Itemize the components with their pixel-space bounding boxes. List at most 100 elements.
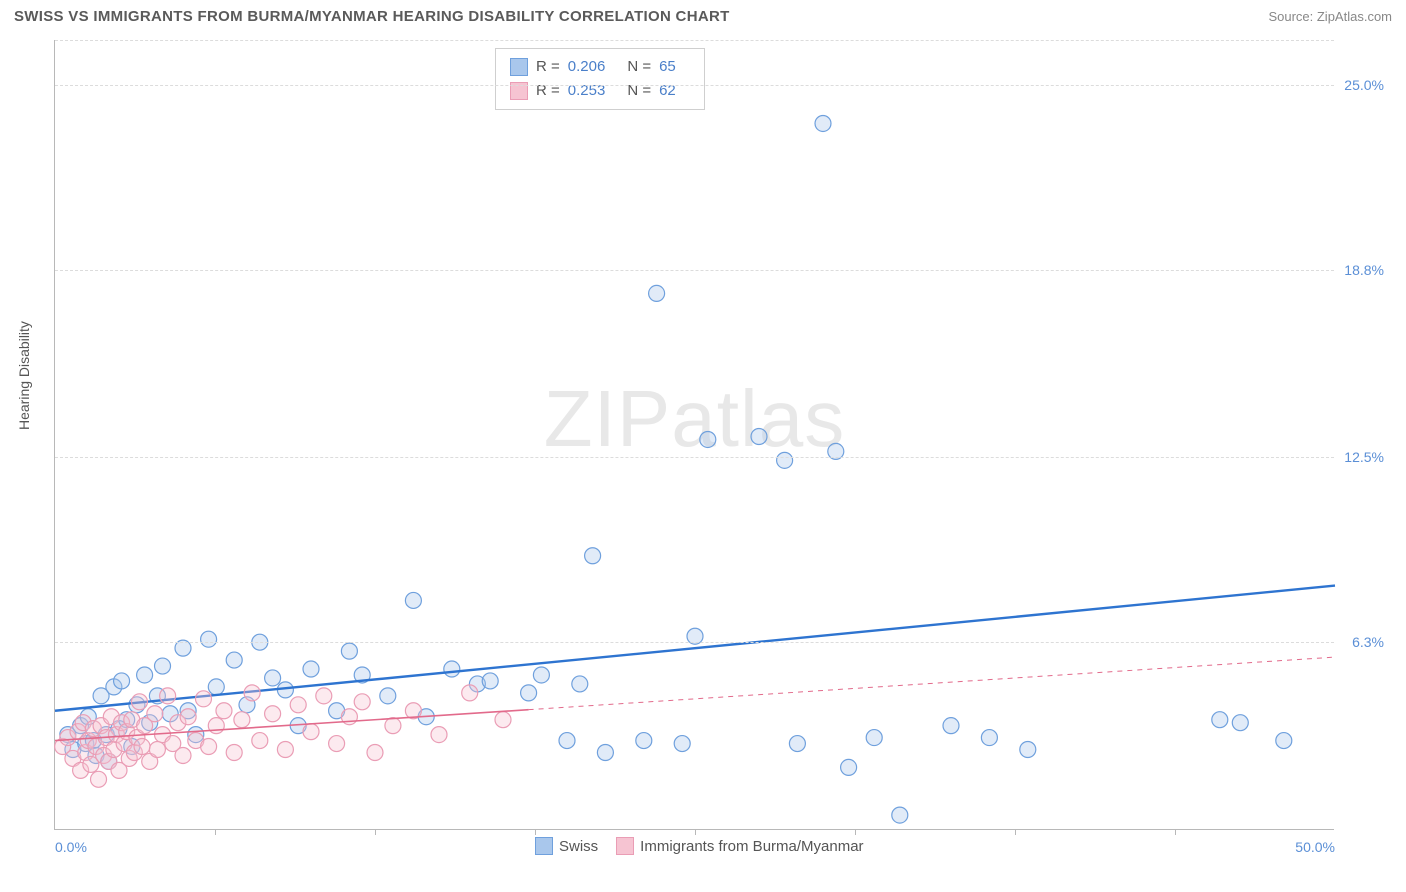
data-point xyxy=(160,688,176,704)
data-point xyxy=(134,739,150,755)
chart-container: ZIPatlas R =0.206N =65R =0.253N =62 Swis… xyxy=(54,40,1390,830)
gridline-h xyxy=(55,85,1334,86)
data-point xyxy=(208,679,224,695)
chart-header: SWISS VS IMMIGRANTS FROM BURMA/MYANMAR H… xyxy=(0,0,1406,27)
data-point xyxy=(354,694,370,710)
legend-series-label: Immigrants from Burma/Myanmar xyxy=(640,838,863,855)
data-point xyxy=(649,285,665,301)
x-tick xyxy=(1175,829,1176,835)
scatter-svg xyxy=(55,40,1334,829)
data-point xyxy=(674,736,690,752)
data-point xyxy=(533,667,549,683)
legend-r-label: R = xyxy=(536,55,560,79)
gridline-h xyxy=(55,457,1334,458)
data-point xyxy=(572,676,588,692)
legend-correlation-row: R = 0.206 N = 65 xyxy=(510,55,690,79)
data-point xyxy=(234,712,250,728)
chart-title: SWISS VS IMMIGRANTS FROM BURMA/MYANMAR H… xyxy=(14,8,730,25)
data-point xyxy=(316,688,332,704)
data-point xyxy=(290,697,306,713)
data-point xyxy=(195,691,211,707)
gridline-h xyxy=(55,40,1334,41)
x-tick-label: 0.0% xyxy=(55,839,87,855)
data-point xyxy=(943,718,959,734)
legend-r-value: 0.253 xyxy=(568,79,606,103)
data-point xyxy=(341,643,357,659)
data-point xyxy=(866,730,882,746)
data-point xyxy=(329,736,345,752)
data-point xyxy=(380,688,396,704)
x-tick-label: 50.0% xyxy=(1295,839,1335,855)
legend-series: Swiss Immigrants from Burma/Myanmar xyxy=(535,837,864,855)
gridline-h xyxy=(55,270,1334,271)
legend-swatch xyxy=(616,837,634,855)
data-point xyxy=(405,592,421,608)
legend-n-value: 62 xyxy=(659,79,676,103)
data-point xyxy=(155,658,171,674)
data-point xyxy=(252,733,268,749)
data-point xyxy=(216,703,232,719)
data-point xyxy=(201,739,217,755)
data-point xyxy=(244,685,260,701)
y-tick-label: 6.3% xyxy=(1352,634,1384,650)
data-point xyxy=(585,548,601,564)
data-point xyxy=(495,712,511,728)
data-point xyxy=(777,452,793,468)
legend-swatch xyxy=(510,58,528,76)
x-tick xyxy=(1015,829,1016,835)
data-point xyxy=(751,428,767,444)
legend-n-label: N = xyxy=(627,79,651,103)
data-point xyxy=(303,724,319,740)
data-point xyxy=(981,730,997,746)
data-point xyxy=(559,733,575,749)
legend-n-label: N = xyxy=(627,55,651,79)
data-point xyxy=(385,718,401,734)
data-point xyxy=(636,733,652,749)
data-point xyxy=(201,631,217,647)
data-point xyxy=(815,115,831,131)
data-point xyxy=(597,744,613,760)
data-point xyxy=(482,673,498,689)
x-tick xyxy=(695,829,696,835)
x-tick xyxy=(855,829,856,835)
data-point xyxy=(265,706,281,722)
data-point xyxy=(265,670,281,686)
data-point xyxy=(841,759,857,775)
data-point xyxy=(1020,742,1036,758)
data-point xyxy=(892,807,908,823)
data-point xyxy=(1276,733,1292,749)
legend-series-item: Immigrants from Burma/Myanmar xyxy=(616,837,863,855)
x-tick xyxy=(375,829,376,835)
y-tick-label: 18.8% xyxy=(1344,262,1384,278)
data-point xyxy=(131,694,147,710)
data-point xyxy=(303,661,319,677)
data-point xyxy=(226,652,242,668)
data-point xyxy=(367,744,383,760)
y-axis-label: Hearing Disability xyxy=(16,321,32,430)
legend-series-label: Swiss xyxy=(559,838,598,855)
data-point xyxy=(137,667,153,683)
data-point xyxy=(147,706,163,722)
chart-source: Source: ZipAtlas.com xyxy=(1268,9,1392,24)
data-point xyxy=(521,685,537,701)
data-point xyxy=(277,742,293,758)
data-point xyxy=(789,736,805,752)
data-point xyxy=(700,431,716,447)
data-point xyxy=(149,742,165,758)
legend-r-value: 0.206 xyxy=(568,55,606,79)
data-point xyxy=(1212,712,1228,728)
data-point xyxy=(431,727,447,743)
data-point xyxy=(91,771,107,787)
data-point xyxy=(114,673,130,689)
legend-correlation-row: R =0.253N =62 xyxy=(510,79,690,103)
y-tick-label: 25.0% xyxy=(1344,77,1384,93)
legend-series-item: Swiss xyxy=(535,837,598,855)
data-point xyxy=(180,709,196,725)
legend-n-value: 65 xyxy=(659,55,676,79)
data-point xyxy=(1232,715,1248,731)
data-point xyxy=(208,718,224,734)
x-tick xyxy=(215,829,216,835)
legend-correlation: R = 0.206 N = 65R = 0.253 N = 62 xyxy=(495,48,705,110)
data-point xyxy=(175,747,191,763)
data-point xyxy=(462,685,478,701)
